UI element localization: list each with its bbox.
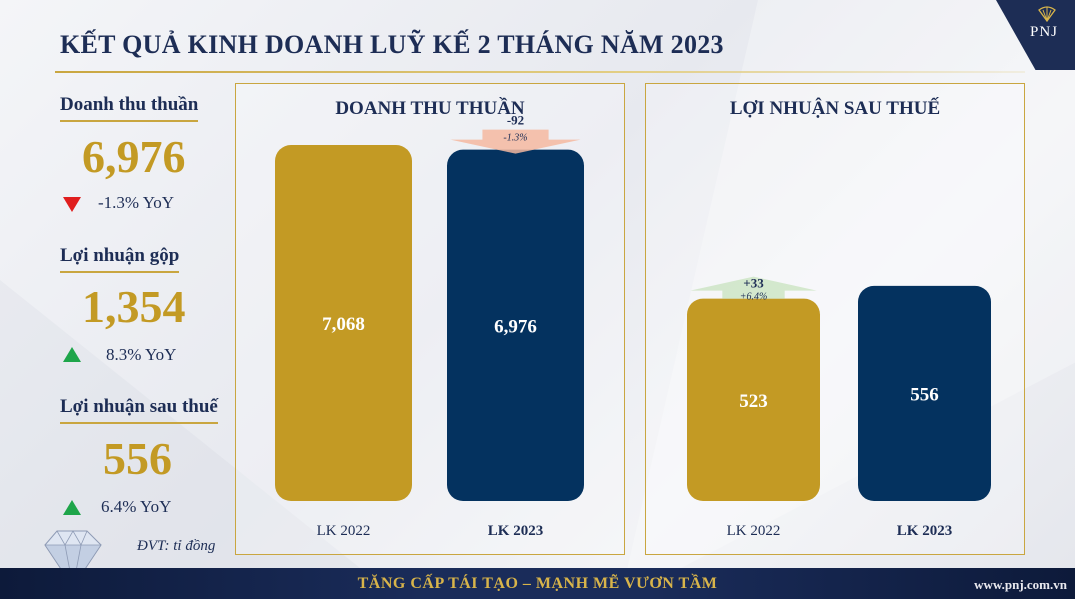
bar-lk-2023 (858, 285, 991, 501)
category-label: LK 2023 (488, 523, 543, 539)
delta-value: -92 (507, 113, 524, 128)
kpi-label-gross-profit: Lợi nhuận gộp (60, 245, 180, 273)
kpi-value-net-revenue: 6,976 (82, 131, 186, 182)
bar-lk-2022 (687, 298, 820, 501)
bar-value-label: 523 (739, 391, 768, 412)
delta-value: +33 (743, 276, 764, 291)
title-underline (55, 71, 1025, 73)
delta-pct: -1.3% (503, 133, 527, 144)
delta-pct: +6.4% (740, 292, 768, 303)
chart-title-net-profit: LỢI NHUẬN SAU THUẾ (729, 98, 941, 119)
chart-panel-revenue: DOANH THU THUẦN 7,068 LK 2022 6,976 LK 2023… (235, 83, 625, 555)
kpi-label-net-profit: Lợi nhuận sau thuế (60, 396, 218, 424)
category-label: LK 2022 (727, 523, 781, 539)
unit-note: ĐVT: tỉ đồng (137, 538, 216, 554)
up-arrow-icon (63, 500, 81, 515)
footer-url: www.pnj.com.vn (974, 577, 1067, 592)
footer-bar (0, 568, 1075, 599)
page-title: KẾT QUẢ KINH DOANH LUỸ KẾ 2 THÁNG NĂM 20… (60, 30, 724, 59)
bar-value-label: 7,068 (322, 314, 365, 335)
chart-net-profit: 523 LK 2022 556 LK 2023 +33+6.4% (687, 276, 991, 539)
kpi-change-net-revenue: -1.3% YoY (98, 193, 175, 212)
chart-panel-net-profit: LỢI NHUẬN SAU THUẾ 523 LK 2022 556 LK 2023 +… (645, 83, 1025, 555)
chart-title-revenue: DOANH THU THUẦN (335, 98, 525, 119)
category-label: LK 2023 (897, 523, 952, 539)
delta-down-arrow-icon (450, 129, 581, 154)
kpi-change-net-profit: 6.4% YoY (101, 497, 172, 516)
bar-value-label: 6,976 (494, 316, 537, 337)
kpi-value-gross-profit: 1,354 (82, 281, 186, 332)
down-arrow-icon (63, 197, 81, 212)
kpi-value-net-profit: 556 (103, 433, 172, 484)
up-arrow-icon (63, 347, 81, 362)
bar-lk-2022 (275, 145, 412, 501)
kpi-label-net-revenue: Doanh thu thuần (60, 94, 199, 122)
pnj-logo-icon (1038, 6, 1056, 22)
chart-revenue: 7,068 LK 2022 6,976 LK 2023 -92 -1.3% (275, 113, 584, 539)
category-label: LK 2022 (317, 523, 371, 539)
kpi-change-gross-profit: 8.3% YoY (106, 345, 177, 364)
pnj-logo-text: PNJ (1030, 24, 1059, 40)
footer-slogan: TĂNG CẤP TÁI TẠO – MẠNH MẼ VƯƠN TẦM (357, 575, 718, 592)
bar-value-label: 556 (910, 384, 939, 405)
delta-up-arrow-icon (690, 276, 817, 299)
bar-lk-2023 (447, 149, 584, 501)
